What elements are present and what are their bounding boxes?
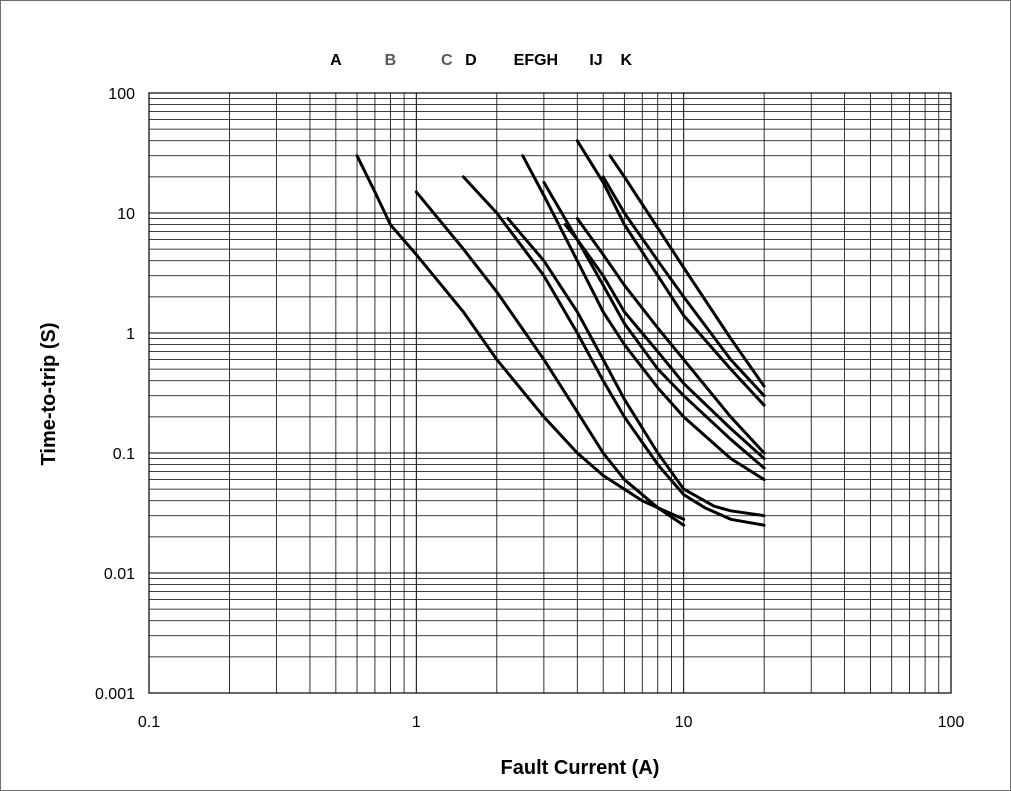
series-line-4	[506, 217, 766, 518]
x-tick-labels: 0.1 1 10 100	[138, 714, 965, 731]
x-tick-label: 10	[675, 714, 693, 731]
y-tick-label: 1	[126, 326, 135, 343]
curve-label-3: C	[441, 52, 453, 69]
series-line-11	[608, 154, 766, 388]
y-tick-labels: 100 10 1 0.1 0.01 0.001	[95, 86, 135, 703]
y-tick-label: 0.01	[104, 566, 135, 583]
plot-area-border	[148, 92, 952, 694]
curve-label-4: D	[465, 52, 477, 69]
curve-label-1: A	[330, 52, 342, 69]
series-line-7	[563, 223, 766, 460]
y-tick-label: 100	[108, 86, 135, 103]
x-axis-title: Fault Current (A)	[501, 757, 660, 779]
y-axis-title: Time-to-trip (S)	[38, 323, 60, 466]
series-line-10	[601, 175, 766, 398]
x-tick-label: 0.1	[138, 714, 160, 731]
series-layer	[355, 139, 766, 527]
y-tick-label: 0.1	[113, 446, 135, 463]
curve-label-7: K	[620, 52, 632, 69]
x-tick-label: 100	[938, 714, 965, 731]
series-line-5	[521, 154, 766, 482]
grid-lines	[149, 93, 951, 693]
series-line-1	[355, 154, 686, 521]
series-line-3	[461, 175, 766, 527]
y-tick-label: 0.001	[95, 686, 135, 703]
x-tick-label: 1	[412, 714, 421, 731]
series-line-8	[575, 217, 766, 455]
y-tick-label: 10	[117, 206, 135, 223]
curve-label-2: B	[385, 52, 397, 69]
series-line-2	[414, 190, 686, 527]
curve-label-row: A B C D EFGH IJ K	[330, 52, 632, 69]
curve-label-6: IJ	[589, 52, 602, 69]
series-line-9	[575, 139, 766, 407]
curve-label-5: EFGH	[514, 52, 558, 69]
